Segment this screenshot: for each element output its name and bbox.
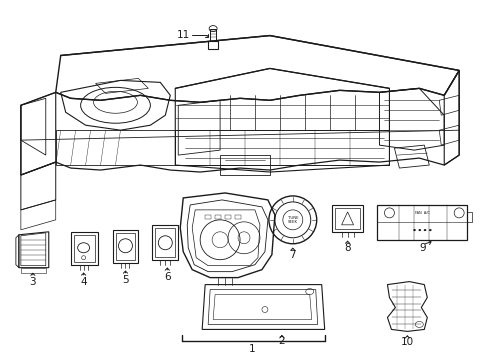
- Text: 11: 11: [176, 30, 190, 40]
- Bar: [210, 28, 216, 41]
- Bar: [205, 215, 211, 219]
- Bar: [235, 215, 241, 219]
- Text: 5: 5: [122, 275, 129, 285]
- Bar: [225, 215, 231, 219]
- Bar: [215, 215, 221, 219]
- Bar: [208, 41, 218, 49]
- Text: ●  ●  ●  ●: ● ● ● ●: [413, 228, 432, 232]
- Text: 7: 7: [290, 250, 296, 260]
- Text: TUNE
SEEK: TUNE SEEK: [288, 216, 298, 224]
- Bar: [21, 268, 46, 273]
- Text: 4: 4: [80, 276, 87, 287]
- Text: 6: 6: [164, 272, 171, 282]
- Bar: [467, 212, 472, 222]
- Text: 2: 2: [278, 336, 285, 346]
- Text: 1: 1: [248, 345, 255, 354]
- Text: 3: 3: [29, 276, 36, 287]
- Text: 9: 9: [419, 243, 426, 253]
- Text: 8: 8: [344, 243, 351, 253]
- Text: FAN  A/C: FAN A/C: [415, 211, 430, 215]
- Text: 10: 10: [401, 337, 414, 347]
